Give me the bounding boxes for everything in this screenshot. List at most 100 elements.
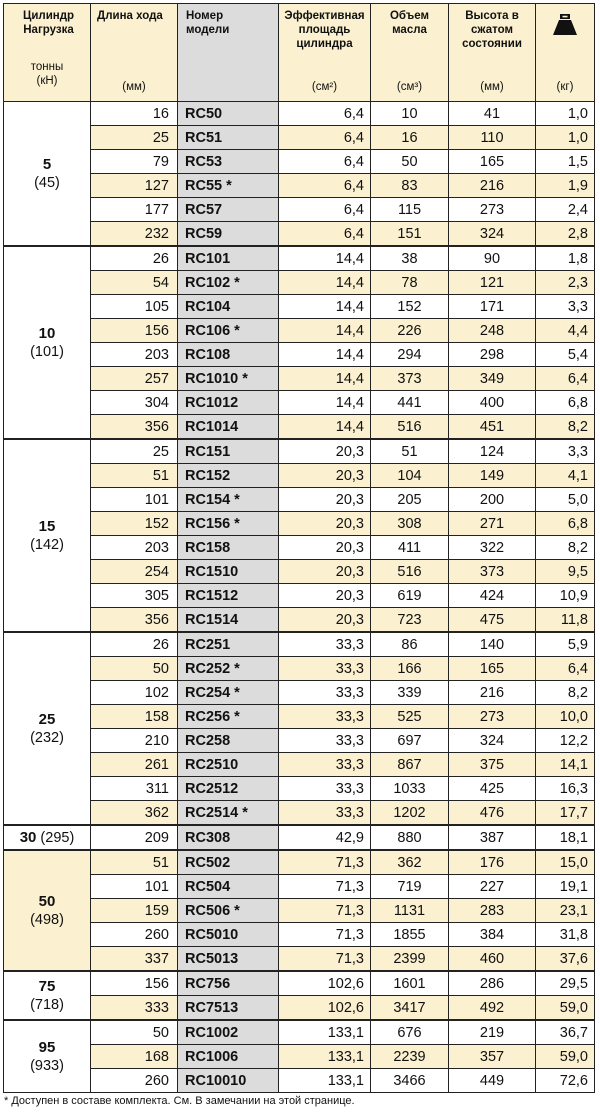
stroke-cell: 51 bbox=[90, 849, 178, 875]
collapsed-height-cell: 200 bbox=[448, 487, 536, 512]
weight-cell: 2,8 bbox=[535, 221, 595, 247]
table-row: 156 RC106 * 14,4 226 248 4,4 bbox=[4, 318, 595, 343]
oil-volume-cell: 516 bbox=[370, 414, 449, 440]
capacity-tons: 95 bbox=[38, 1038, 56, 1056]
table-row: 304 RC1012 14,4 441 400 6,8 bbox=[4, 390, 595, 415]
stroke-cell: 254 bbox=[90, 559, 178, 584]
oil-volume-cell: 152 bbox=[370, 294, 449, 319]
capacity-kn: (45) bbox=[34, 174, 60, 191]
capacity-kn: (232) bbox=[30, 729, 64, 746]
table-row: 50 (498) 51 RC502 71,3 362 176 15,0 bbox=[3, 849, 595, 972]
weight-cell: 3,3 bbox=[535, 294, 595, 319]
area-cell: 71,3 bbox=[278, 874, 371, 899]
collapsed-height-cell: 492 bbox=[448, 995, 536, 1021]
weight-cell: 1,9 bbox=[535, 173, 595, 198]
table-row: 102 RC254 * 33,3 339 216 8,2 bbox=[4, 680, 595, 705]
area-cell: 71,3 bbox=[278, 849, 371, 875]
oil-volume-cell: 104 bbox=[370, 463, 449, 488]
header-weight: (кг) bbox=[535, 3, 595, 102]
collapsed-height-cell: 176 bbox=[448, 849, 536, 875]
collapsed-height-cell: 171 bbox=[448, 294, 536, 319]
collapsed-height-cell: 149 bbox=[448, 463, 536, 488]
specs-table: Цилиндр Нагрузка тонны (кН) Длина хода (… bbox=[3, 3, 595, 1093]
model-cell: RC2514 * bbox=[177, 800, 279, 826]
cylinder-capacity-cell: 5 (45) bbox=[3, 101, 91, 247]
collapsed-height-cell: 216 bbox=[448, 173, 536, 198]
cylinder-capacity-cell: 30 (295) bbox=[3, 824, 91, 851]
header-area-line2: площадь bbox=[298, 24, 351, 36]
stroke-cell: 209 bbox=[90, 824, 178, 851]
header-cylinder-line2: Нагрузка bbox=[23, 24, 74, 36]
collapsed-height-cell: 425 bbox=[448, 776, 536, 801]
table-row: 305 RC1512 20,3 619 424 10,9 bbox=[4, 583, 595, 608]
model-cell: RC102 * bbox=[177, 270, 279, 295]
stroke-cell: 156 bbox=[90, 970, 178, 996]
stroke-cell: 50 bbox=[90, 1019, 178, 1045]
area-cell: 6,4 bbox=[278, 125, 371, 150]
capacity-tons: 15 bbox=[38, 517, 56, 535]
kettlebell-weight-icon bbox=[553, 14, 577, 35]
header-height-line3: состоянии bbox=[462, 38, 522, 50]
model-cell: RC504 bbox=[177, 874, 279, 899]
collapsed-height-cell: 140 bbox=[448, 631, 536, 657]
collapsed-height-cell: 283 bbox=[448, 898, 536, 923]
cylinder-capacity-cell: 75 (718) bbox=[3, 970, 91, 1021]
capacity-tons: 5 bbox=[42, 155, 52, 173]
collapsed-height-cell: 248 bbox=[448, 318, 536, 343]
capacity-tons: 10 bbox=[38, 324, 56, 342]
collapsed-height-cell: 90 bbox=[448, 245, 536, 271]
oil-volume-cell: 83 bbox=[370, 173, 449, 198]
model-cell: RC1002 bbox=[177, 1019, 279, 1045]
collapsed-height-cell: 121 bbox=[448, 270, 536, 295]
stroke-cell: 152 bbox=[90, 511, 178, 536]
capacity-kn: (101) bbox=[30, 343, 64, 360]
stroke-cell: 304 bbox=[90, 390, 178, 415]
model-cell: RC154 * bbox=[177, 487, 279, 512]
collapsed-height-cell: 273 bbox=[448, 197, 536, 222]
table-row: 168 RC1006 133,1 2239 357 59,0 bbox=[4, 1044, 595, 1069]
table-row: 5 (45) 16 RC50 6,4 10 41 1,0 bbox=[3, 101, 595, 247]
model-cell: RC254 * bbox=[177, 680, 279, 705]
weight-cell: 3,3 bbox=[535, 438, 595, 464]
stroke-cell: 51 bbox=[90, 463, 178, 488]
weight-cell: 11,8 bbox=[535, 607, 595, 633]
stroke-cell: 356 bbox=[90, 414, 178, 440]
table-row: 105 RC104 14,4 152 171 3,3 bbox=[4, 294, 595, 319]
area-cell: 133,1 bbox=[278, 1044, 371, 1069]
collapsed-height-cell: 110 bbox=[448, 125, 536, 150]
area-cell: 102,6 bbox=[278, 970, 371, 996]
table-row: 75 (718) 156 RC756 102,6 1601 286 29,5 bbox=[3, 970, 595, 1021]
header-stroke: Длина хода (мм) bbox=[90, 3, 178, 102]
area-cell: 71,3 bbox=[278, 922, 371, 947]
oil-volume-cell: 516 bbox=[370, 559, 449, 584]
capacity-kn: (295) bbox=[40, 829, 75, 846]
area-cell: 133,1 bbox=[278, 1068, 371, 1093]
area-cell: 6,4 bbox=[278, 197, 371, 222]
header-height: Высота в сжатом состоянии (мм) bbox=[448, 3, 536, 102]
weight-cell: 8,2 bbox=[535, 414, 595, 440]
area-cell: 20,3 bbox=[278, 535, 371, 560]
stroke-cell: 16 bbox=[90, 101, 178, 126]
stroke-cell: 232 bbox=[90, 221, 178, 247]
collapsed-height-cell: 298 bbox=[448, 342, 536, 367]
weight-cell: 16,3 bbox=[535, 776, 595, 801]
area-cell: 6,4 bbox=[278, 149, 371, 174]
oil-volume-cell: 226 bbox=[370, 318, 449, 343]
model-cell: RC5013 bbox=[177, 946, 279, 972]
table-row: 356 RC1014 14,4 516 451 8,2 bbox=[4, 414, 595, 440]
weight-cell: 5,0 bbox=[535, 487, 595, 512]
stroke-cell: 156 bbox=[90, 318, 178, 343]
stroke-cell: 127 bbox=[90, 173, 178, 198]
weight-cell: 1,5 bbox=[535, 149, 595, 174]
oil-volume-cell: 3417 bbox=[370, 995, 449, 1021]
oil-volume-cell: 676 bbox=[370, 1019, 449, 1045]
stroke-cell: 337 bbox=[90, 946, 178, 972]
table-row: 152 RC156 * 20,3 308 271 6,8 bbox=[4, 511, 595, 536]
area-cell: 133,1 bbox=[278, 1019, 371, 1045]
model-cell: RC256 * bbox=[177, 704, 279, 729]
oil-volume-cell: 86 bbox=[370, 631, 449, 657]
area-cell: 33,3 bbox=[278, 704, 371, 729]
oil-volume-cell: 166 bbox=[370, 656, 449, 681]
oil-volume-cell: 1855 bbox=[370, 922, 449, 947]
oil-volume-cell: 880 bbox=[370, 824, 449, 851]
